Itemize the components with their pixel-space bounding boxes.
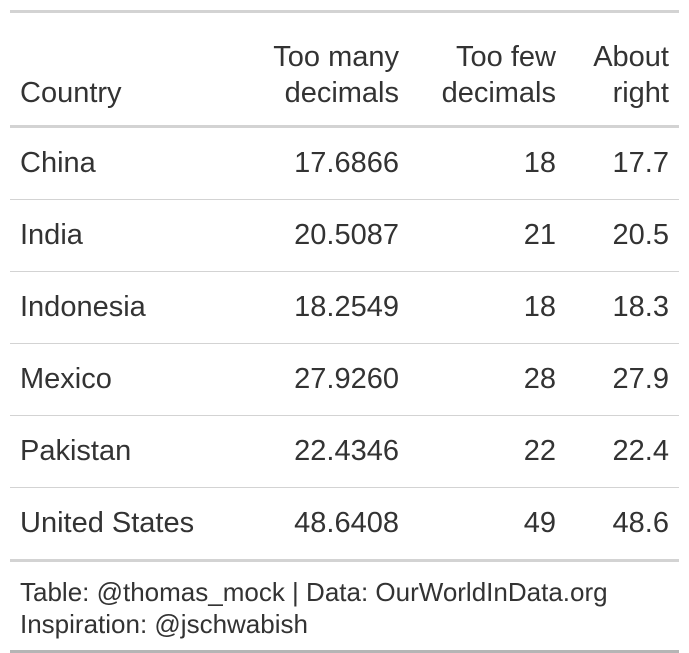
too-few-decimals-cell: 28: [409, 344, 566, 416]
source-note-inspiration: Inspiration: @jschwabish: [20, 608, 669, 640]
table-row: Mexico 27.9260 28 27.9: [10, 344, 679, 416]
country-cell: Indonesia: [10, 272, 250, 344]
header-row: Country Too many decimals Too few decimals…: [10, 13, 679, 127]
table-row: Pakistan 22.4346 22 22.4: [10, 416, 679, 488]
about-right-cell: 17.7: [566, 127, 679, 200]
column-header-country: Country: [10, 13, 250, 127]
too-many-decimals-cell: 48.6408: [250, 488, 409, 561]
data-table-container: Country Too many decimals Too few decimals…: [10, 10, 679, 653]
country-cell: United States: [10, 488, 250, 561]
too-few-decimals-cell: 18: [409, 272, 566, 344]
too-few-decimals-cell: 21: [409, 200, 566, 272]
table-row: India 20.5087 21 20.5: [10, 200, 679, 272]
about-right-cell: 18.3: [566, 272, 679, 344]
table-row: United States 48.6408 49 48.6: [10, 488, 679, 561]
country-cell: China: [10, 127, 250, 200]
decimals-table: Country Too many decimals Too few decimals…: [10, 13, 679, 562]
country-cell: India: [10, 200, 250, 272]
country-cell: Mexico: [10, 344, 250, 416]
country-cell: Pakistan: [10, 416, 250, 488]
too-many-decimals-cell: 17.6866: [250, 127, 409, 200]
too-many-decimals-cell: 18.2549: [250, 272, 409, 344]
too-many-decimals-cell: 20.5087: [250, 200, 409, 272]
source-note-credit: Table: @thomas_mock | Data: OurWorldInDa…: [20, 576, 669, 608]
about-right-cell: 27.9: [566, 344, 679, 416]
source-notes: Table: @thomas_mock | Data: OurWorldInDa…: [10, 562, 679, 653]
too-few-decimals-cell: 18: [409, 127, 566, 200]
about-right-cell: 48.6: [566, 488, 679, 561]
column-header-about-right: About right: [566, 13, 679, 127]
too-few-decimals-cell: 49: [409, 488, 566, 561]
about-right-cell: 22.4: [566, 416, 679, 488]
too-few-decimals-cell: 22: [409, 416, 566, 488]
column-header-too-few-decimals: Too few decimals: [409, 13, 566, 127]
column-header-too-many-decimals: Too many decimals: [250, 13, 409, 127]
table-row: China 17.6866 18 17.7: [10, 127, 679, 200]
about-right-cell: 20.5: [566, 200, 679, 272]
too-many-decimals-cell: 22.4346: [250, 416, 409, 488]
too-many-decimals-cell: 27.9260: [250, 344, 409, 416]
table-row: Indonesia 18.2549 18 18.3: [10, 272, 679, 344]
